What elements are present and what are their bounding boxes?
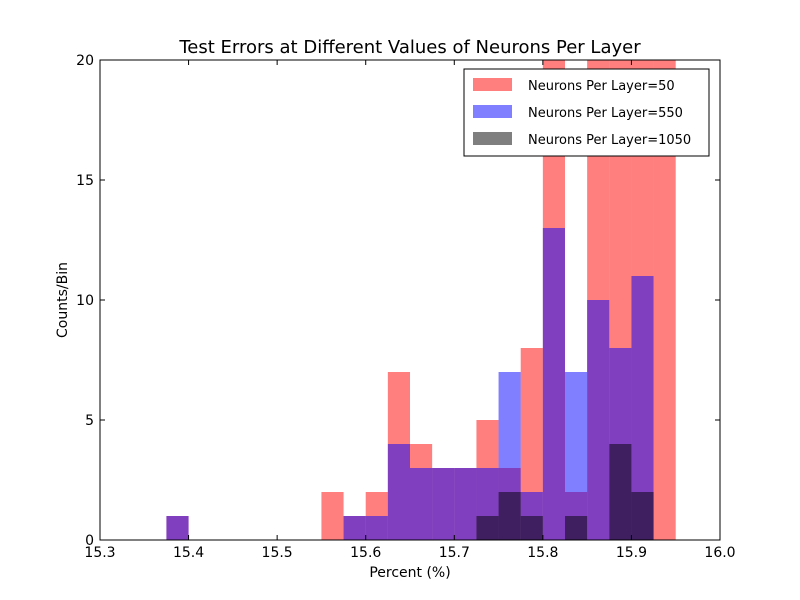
legend-label-2: Neurons Per Layer=550 — [528, 106, 683, 121]
y-tick-label: 0 — [85, 533, 94, 549]
legend-swatch-1 — [473, 78, 512, 91]
bar-series-3-bin-15 — [476, 516, 499, 540]
x-tick-label: 15.5 — [262, 545, 293, 561]
x-axis-ticks: 15.3 15.4 15.5 15.6 15.7 15.8 15.9 16.0 — [84, 60, 736, 561]
bar-series-2-bin-10 — [365, 516, 388, 540]
y-tick-label: 20 — [76, 53, 94, 69]
bar-series-2-bin-9 — [343, 516, 366, 540]
x-tick-label: 15.8 — [527, 545, 558, 561]
bar-series-3-bin-19 — [565, 516, 588, 540]
x-tick-label: 15.4 — [173, 545, 204, 561]
bar-series-2-bin-1 — [166, 516, 189, 540]
y-tick-label: 5 — [85, 413, 94, 429]
x-tick-label: 15.6 — [350, 545, 381, 561]
y-axis-ticks: 0 5 10 15 20 — [76, 53, 720, 549]
bar-series-2-bin-14 — [454, 468, 477, 540]
chart-title: Test Errors at Different Values of Neuro… — [178, 37, 641, 58]
y-tick-label: 15 — [76, 173, 94, 189]
bar-series-3-bin-22 — [631, 492, 654, 540]
legend-label-3: Neurons Per Layer=1050 — [528, 133, 691, 148]
bar-series-2-bin-13 — [432, 468, 455, 540]
x-tick-label: 15.7 — [439, 545, 470, 561]
y-tick-label: 10 — [76, 293, 94, 309]
x-axis-label: Percent (%) — [369, 565, 450, 581]
legend-swatch-3 — [473, 132, 512, 145]
bar-series-1-bin-23 — [653, 60, 676, 540]
bar-series-2-bin-19 — [565, 372, 588, 540]
y-axis-label: Counts/Bin — [55, 262, 71, 338]
bar-series-2-bin-12 — [410, 468, 433, 540]
bar-series-2-bin-20 — [587, 300, 610, 540]
legend-swatch-2 — [473, 105, 512, 118]
bar-series-3-bin-21 — [609, 444, 632, 540]
legend-label-1: Neurons Per Layer=50 — [528, 79, 675, 94]
x-tick-label: 15.3 — [84, 545, 115, 561]
bar-series-3-bin-16 — [498, 492, 521, 540]
bar-series-2-bin-22 — [631, 276, 654, 540]
bar-series-3-bin-17 — [520, 516, 543, 540]
x-tick-label: 15.9 — [616, 545, 647, 561]
bar-series-1-bin-8 — [321, 492, 344, 540]
histogram-bars — [166, 60, 676, 540]
x-tick-label: 16.0 — [704, 545, 735, 561]
bar-series-2-bin-11 — [387, 444, 410, 540]
bar-series-2-bin-18 — [542, 228, 565, 540]
legend: Neurons Per Layer=50 Neurons Per Layer=55… — [463, 68, 710, 157]
